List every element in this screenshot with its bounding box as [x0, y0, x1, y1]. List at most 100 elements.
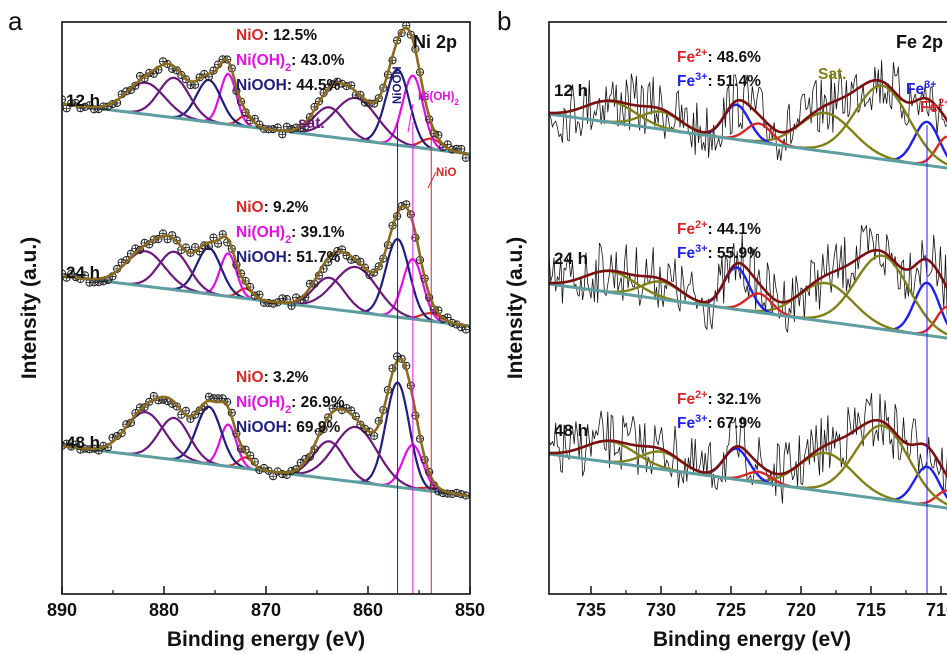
x-tick-label-fe2p: 730 [646, 600, 676, 620]
axes-frame-ni2p [61, 21, 471, 595]
annotation-leader-nio [427, 171, 437, 189]
data-point-cross-ni2p [434, 487, 442, 496]
data-point-cross-ni2p [462, 154, 470, 162]
panel-b-label: b [497, 6, 511, 36]
x-tick-label-ni2p: 870 [251, 600, 281, 620]
composition-nio: NiO: 9.2% [236, 199, 309, 216]
data-point-cross-ni2p [462, 325, 470, 334]
y-axis-label-fe2p: Intensity (a.u.) [504, 237, 527, 379]
baseline-fe2p [549, 112, 947, 170]
spectrum-fe2p [549, 60, 947, 170]
composition-fe3plus: Fe3+: 55.9% [677, 243, 761, 262]
composition-nioh: Ni(OH)2: 39.1% [236, 224, 345, 246]
x-axis-ni2p: 890 880 870 860 850 [47, 586, 485, 620]
composition-niooh: NiOOH: 69.9% [236, 419, 340, 436]
x-axis-label-fe2p: Binding energy (eV) [653, 628, 851, 651]
x-tick-label-ni2p: 880 [149, 600, 179, 620]
annotation-nio: NiO [436, 167, 457, 179]
raw-data-fe2p [549, 224, 947, 333]
spectrum-fe2p [549, 224, 947, 340]
data-point-cross-ni2p [131, 244, 140, 253]
peak-sat-fe [775, 84, 947, 166]
envelope-ni2p [62, 357, 469, 497]
title-fe2p: Fe 2p [896, 32, 943, 52]
x-tick-label-fe2p: 725 [716, 600, 746, 620]
spectrum-time-label: 48 h [66, 433, 100, 452]
panel-a-label: a [8, 6, 23, 36]
peak-sat [269, 425, 441, 494]
annotation-niooh: NiOOH [392, 66, 404, 104]
peak-sat [267, 276, 390, 318]
data-point-cross-ni2p [205, 393, 213, 401]
data-point-cross-ni2p [182, 407, 190, 415]
annotation-sat-fe: Sat. [818, 66, 846, 83]
peak-sat-fe [775, 424, 947, 506]
x-tick-label-fe2p: 735 [576, 600, 606, 620]
composition-niooh: NiOOH: 44.5% [236, 77, 340, 94]
y-axis-label-ni2p: Intensity (a.u.) [18, 237, 41, 379]
annotation-sat: sat. [298, 115, 325, 132]
composition-nioh: Ni(OH)2: 26.9% [236, 394, 345, 416]
data-point-cross-ni2p [118, 258, 126, 267]
peak-sat [267, 106, 390, 146]
data-point-cross-ni2p [191, 243, 199, 251]
plot-area-ni2p [62, 22, 470, 594]
annotation-nioh2: Ni(OH)2 [418, 91, 459, 107]
data-point-cross-ni2p [287, 302, 296, 310]
x-tick-label-fe2p: 710 [926, 600, 947, 620]
x-tick-label-ni2p: 850 [455, 600, 485, 620]
spectrum-ni2p [62, 200, 470, 334]
x-axis-label-ni2p: Binding energy (eV) [167, 628, 365, 651]
spectrum-time-label: 24 h [66, 263, 100, 282]
composition-fe2plus: Fe2+: 48.6% [677, 47, 761, 66]
annotation-fe3: Fe3+ [906, 79, 936, 98]
data-point-cross-ni2p [269, 472, 277, 480]
baseline-fe2p [549, 282, 947, 340]
x-tick-label-ni2p: 860 [353, 600, 383, 620]
annotation-fe2: Fe2+ [920, 97, 947, 116]
plot-area-fe2p [549, 60, 947, 594]
envelope-ni2p [62, 26, 469, 155]
x-axis-fe2p: 735 730 725 720 715 710 [576, 586, 947, 620]
composition-fe2plus: Fe2+: 32.1% [677, 389, 761, 408]
axes-frame-fe2p [548, 21, 947, 595]
composition-fe2plus: Fe2+: 44.1% [677, 219, 761, 238]
data-point-cross-ni2p [62, 269, 66, 278]
data-point-cross-ni2p [278, 294, 286, 302]
data-point-cross-ni2p [62, 95, 66, 104]
spectrum-time-label: 12 h [554, 81, 588, 100]
composition-nioh: Ni(OH)2: 43.0% [236, 52, 345, 74]
data-point-cross-ni2p [283, 123, 291, 131]
data-point-cross-ni2p [370, 432, 378, 440]
spectrum-ni2p [62, 352, 470, 500]
spectrum-time-label: 12 h [66, 91, 100, 110]
envelope-fe2p [549, 78, 947, 134]
composition-fe3plus: Fe3+: 67.9% [677, 413, 761, 432]
annotation-leader-nioh2 [407, 103, 414, 133]
title-ni2p: Ni 2p [413, 32, 457, 52]
x-tick-label-fe2p: 715 [856, 600, 886, 620]
spectrum-ni2p [62, 22, 470, 162]
x-tick-label-ni2p: 890 [47, 600, 77, 620]
baseline-fe2p [549, 452, 947, 510]
data-point-cross-ni2p [457, 145, 465, 153]
annotations-fe2p: 12 h Fe2+: 48.6% Fe3+: 51.4% 24 h Fe2+: 44.1… [554, 47, 947, 440]
data-point-cross-ni2p [62, 104, 71, 112]
composition-fe3plus: Fe3+: 51.4% [677, 71, 761, 90]
peak-niooh-2p1 [159, 405, 257, 471]
envelope-fe2p [549, 418, 947, 479]
peak-sat-fe [775, 254, 947, 336]
spectrum-time-label: 24 h [554, 249, 588, 268]
x-tick-label-fe2p: 720 [786, 600, 816, 620]
data-point-cross-ni2p [255, 290, 263, 299]
composition-nio: NiO: 3.2% [236, 369, 309, 386]
data-point-cross-ni2p [209, 233, 218, 242]
envelope-fe2p [549, 248, 947, 304]
spectrum-time-label: 48 h [554, 421, 588, 440]
composition-niooh: NiOOH: 51.7% [236, 249, 340, 266]
data-point-cross-ni2p [108, 434, 117, 442]
composition-nio: NiO: 12.5% [236, 27, 317, 44]
data-point-cross-ni2p [205, 242, 213, 250]
envelope-ni2p [62, 204, 469, 327]
